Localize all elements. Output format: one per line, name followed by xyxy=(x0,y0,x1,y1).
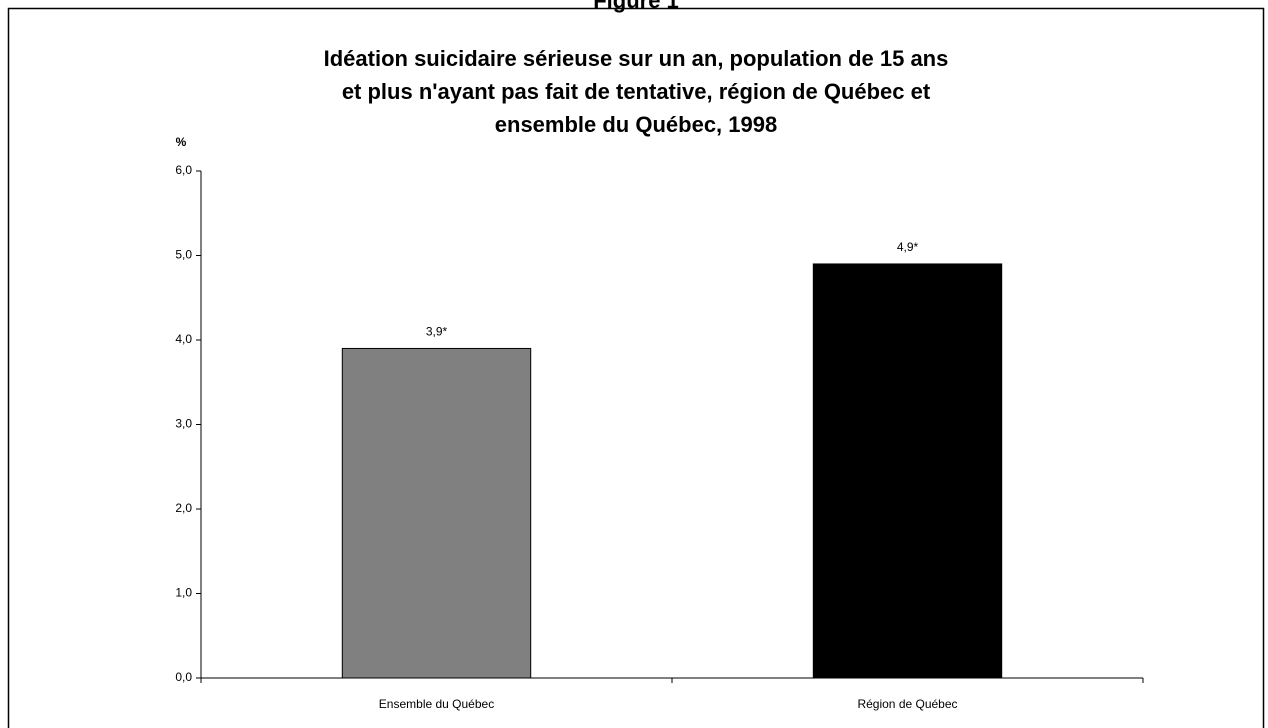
x-tick-label: Ensemble du Québec xyxy=(379,697,494,711)
chart-title: Idéation suicidaire sérieuse sur un an, … xyxy=(324,46,949,71)
value-label: 4,9* xyxy=(897,240,919,254)
y-tick-label: 1,0 xyxy=(175,586,192,600)
chart-title: ensemble du Québec, 1998 xyxy=(495,112,777,137)
y-tick-label: 5,0 xyxy=(175,248,192,262)
y-axis-label: % xyxy=(176,135,187,149)
y-tick-label: 6,0 xyxy=(175,163,192,177)
x-tick-label: Région de Québec xyxy=(857,697,957,711)
bar xyxy=(812,263,1003,679)
y-tick-label: 2,0 xyxy=(175,501,192,515)
y-tick-label: 0,0 xyxy=(175,670,192,684)
figure-label: Figure 1 xyxy=(593,0,679,13)
y-tick-label: 3,0 xyxy=(175,417,192,431)
y-tick-label: 4,0 xyxy=(175,332,192,346)
bar xyxy=(341,347,532,679)
frame xyxy=(7,7,1265,728)
value-label: 3,9* xyxy=(426,325,448,339)
chart-title: et plus n'ayant pas fait de tentative, r… xyxy=(342,79,931,104)
